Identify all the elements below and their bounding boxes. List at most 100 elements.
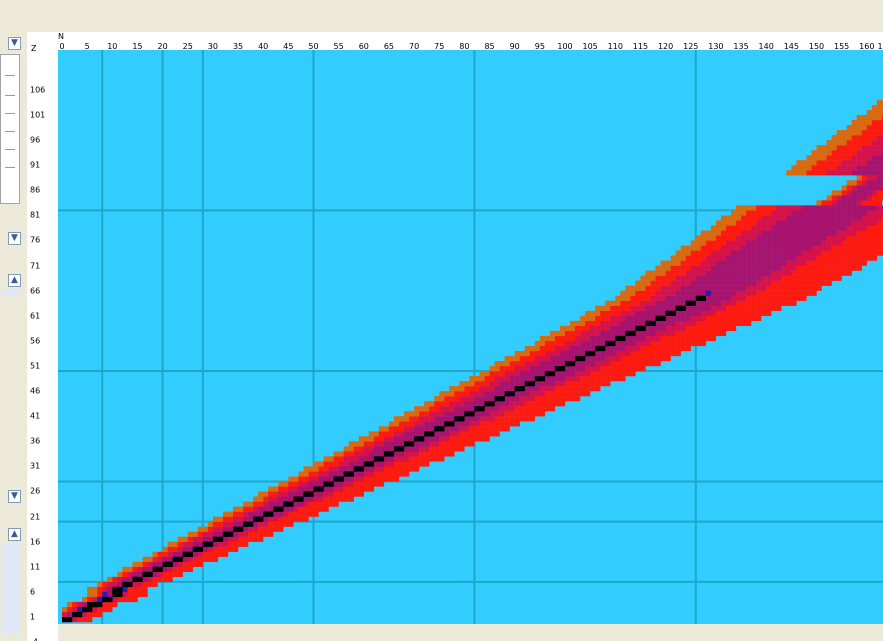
nuclide-cell: [419, 416, 425, 422]
nuclide-cell: [600, 305, 606, 311]
nuclide-cell: [519, 401, 525, 407]
nuclide-cell: [620, 366, 626, 372]
nuclide-cell: [222, 536, 229, 542]
nuclide-cell: [313, 476, 319, 482]
nuclide-cell: [861, 195, 867, 201]
nuclide-cell: [685, 330, 691, 337]
nuclide-cell: [595, 386, 601, 392]
nuclide-cell: [630, 310, 636, 316]
nuclide-cell: [801, 280, 807, 286]
nuclide-cell: [695, 330, 701, 337]
stable-nuclide-point: [182, 551, 188, 557]
nuclide-cell: [494, 371, 500, 377]
nuclide-cell: [720, 215, 727, 221]
stable-nuclide-point: [308, 491, 314, 497]
nuclide-cell: [469, 421, 475, 427]
nuclide-cell: [368, 466, 375, 472]
nuclide-cell: [338, 471, 344, 477]
stable-nuclide-point: [117, 586, 123, 593]
nuclide-cell: [187, 531, 193, 537]
nuclide-cell: [796, 165, 802, 171]
nuclide-cell: [378, 431, 385, 437]
scroll-up-button-2[interactable]: ▲: [8, 528, 21, 541]
nuclide-cell: [343, 486, 349, 492]
dropdown-button-3[interactable]: ▼: [8, 490, 21, 503]
nuclide-cell: [373, 451, 380, 457]
nuclide-cell: [534, 350, 541, 357]
nuclide-cell: [801, 220, 807, 226]
nuclide-cell: [710, 290, 717, 296]
dropdown-button-2[interactable]: ▼: [8, 232, 21, 245]
nuclide-cell: [383, 426, 390, 432]
nuclide-cell: [756, 210, 762, 216]
nuclide-cell: [841, 235, 847, 241]
nuclide-cell: [736, 310, 742, 316]
nuclide-cell: [519, 350, 525, 357]
nuclide-cell: [826, 210, 832, 216]
nuclide-cell: [826, 260, 832, 266]
nuclide-cell: [338, 486, 344, 492]
nuclide-cell: [670, 340, 676, 347]
nuclide-cell: [806, 210, 812, 216]
nuclide-cell: [253, 536, 259, 542]
nuclide-cell: [620, 350, 626, 357]
nuclide-cell: [730, 310, 737, 316]
nuclide-cell: [776, 240, 782, 246]
nuclide-cell: [710, 230, 717, 236]
nuclide-cell: [751, 255, 757, 261]
nuclide-cell: [665, 335, 671, 342]
n-tick-label: 100: [557, 42, 573, 51]
list-tick: [5, 167, 15, 168]
nuclide-cell: [821, 200, 827, 206]
nuclide-cell: [831, 165, 837, 171]
nuclide-cell: [469, 376, 475, 382]
plot-area[interactable]: [58, 50, 883, 624]
nuclide-cell: [565, 355, 571, 362]
nuclide-cell: [720, 290, 727, 296]
nuclide-heatmap[interactable]: [58, 50, 883, 624]
nuclide-cell: [861, 215, 867, 221]
nuclide-cell: [439, 436, 445, 442]
nuclide-cell: [821, 240, 827, 246]
nuclide-cell: [741, 280, 747, 286]
scroll-up-button-1[interactable]: ▲: [8, 274, 21, 287]
nuclide-cell: [474, 401, 480, 407]
nuclide-cell: [710, 330, 717, 337]
nuclide-cell: [700, 305, 707, 311]
nuclide-cell: [534, 366, 541, 372]
nuclide-cell: [751, 215, 757, 221]
nuclide-cell: [529, 391, 535, 397]
nuclide-cell: [554, 350, 561, 357]
nuclide-cell: [685, 250, 691, 256]
scroll-track[interactable]: [2, 544, 20, 634]
nuclide-cell: [258, 511, 264, 517]
n-tick-label: 35: [232, 42, 244, 51]
scroll-thumb[interactable]: [2, 290, 20, 296]
nuclide-cell: [132, 571, 138, 578]
nuclide-cell: [730, 295, 737, 301]
dropdown-button-1[interactable]: ▼: [8, 37, 21, 50]
nuclide-cell: [358, 476, 364, 482]
n-tick-label: 50: [308, 42, 319, 51]
nuclide-cell: [766, 240, 772, 246]
nuclide-cell: [197, 541, 204, 547]
nuclide-cell: [660, 300, 666, 306]
nuclide-cell: [393, 466, 400, 472]
stable-nuclide-point: [570, 360, 576, 367]
nuclide-cell: [202, 536, 209, 542]
nuclide-cell: [720, 315, 727, 321]
nuclide-cell: [580, 371, 586, 377]
stable-nuclide-point: [222, 531, 229, 537]
nuclide-cell: [570, 371, 576, 377]
nuclide-cell: [439, 456, 445, 462]
nuclide-cell: [761, 310, 767, 316]
nuclide-cell: [741, 295, 747, 301]
nuclide-cell: [449, 436, 455, 442]
nuclide-cell: [238, 511, 244, 517]
nuclide-cell: [620, 300, 626, 306]
nuclide-cell: [514, 391, 520, 397]
nuclide-cell: [881, 240, 883, 246]
nuclide-cell: [323, 501, 329, 507]
nuclide-cell: [645, 340, 651, 347]
nuclide-cell: [600, 315, 606, 321]
